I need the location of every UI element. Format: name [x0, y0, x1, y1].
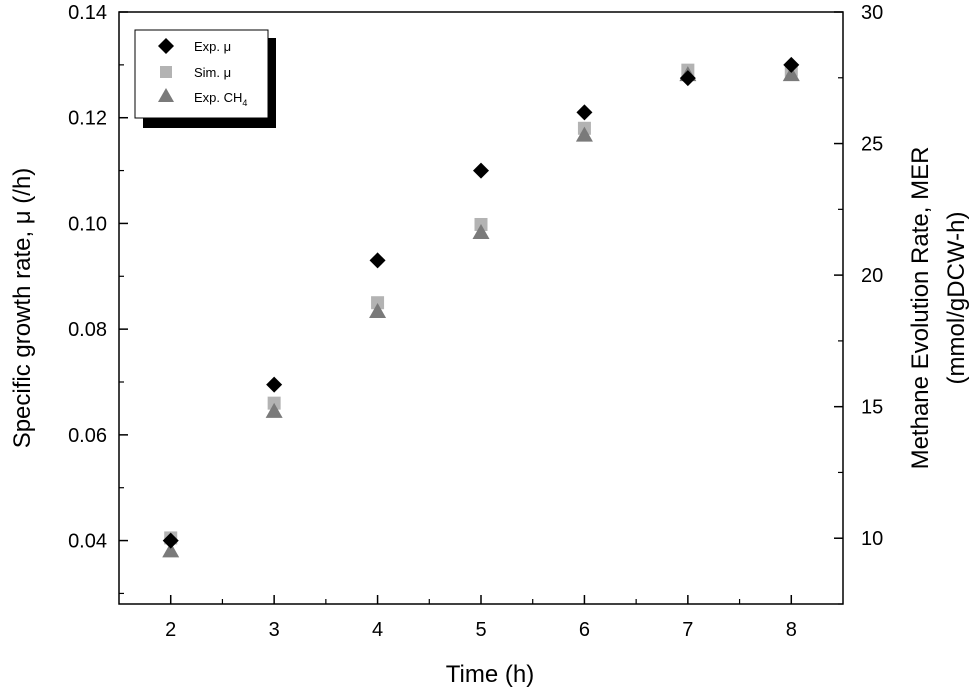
legend-label-sim-mu: Sim. μ [194, 65, 231, 80]
marker-triangle-6 [782, 66, 800, 82]
y-left-tick-label: 0.14 [68, 2, 107, 24]
marker-square-2 [371, 296, 385, 310]
y-axis-right: 10 15 20 25 30 [834, 2, 883, 605]
y-left-tick-label: 0.08 [68, 319, 107, 341]
marker-triangle-4 [575, 126, 593, 142]
marker-diamond-6 [783, 56, 800, 73]
y-left-tick-label: 0.12 [68, 108, 107, 130]
y-left-tick-label: 0.10 [68, 213, 107, 235]
x-tick-label: 4 [372, 619, 383, 641]
x-axis-title: Time (h) [446, 661, 534, 688]
legend-label-subscript: 4 [242, 98, 247, 108]
legend-label-exp-mu: Exp. μ [194, 39, 231, 54]
y-right-tick-label: 25 [861, 134, 883, 156]
y-right-tick-label: 15 [861, 397, 883, 419]
marker-diamond-5 [679, 70, 696, 87]
marker-diamond-4 [576, 104, 593, 121]
marker-diamond-2 [369, 252, 386, 269]
legend-label-exp-ch4: Exp. CH4 [194, 90, 247, 108]
y-left-tick-label: 0.06 [68, 425, 107, 447]
data-markers [162, 56, 800, 558]
x-tick-label: 2 [165, 619, 176, 641]
y-axis-left-title: Specific growth rate, μ (/h) [9, 168, 36, 449]
legend: Exp. μ Sim. μ Exp. CH4 [134, 29, 276, 128]
x-tick-label: 6 [579, 619, 590, 641]
legend-marker-exp-ch4 [158, 88, 174, 102]
y-left-tick-label: 0.04 [68, 531, 107, 553]
legend-box [134, 29, 269, 119]
y-right-tick-label: 10 [861, 528, 883, 550]
marker-triangle-3 [472, 224, 490, 240]
y-axis-right-title-line1: Methane Evolution Rate, MER [907, 147, 934, 470]
legend-marker-exp-mu [158, 38, 174, 54]
x-tick-label: 7 [682, 619, 693, 641]
y-right-tick-label: 20 [861, 265, 883, 287]
marker-triangle-0 [162, 542, 180, 558]
x-tick-label: 3 [269, 619, 280, 641]
marker-diamond-0 [162, 532, 179, 549]
y-right-tick-label: 30 [861, 2, 883, 24]
y-axis-left: 0.04 0.06 0.08 0.10 0.12 0.14 [68, 2, 128, 595]
x-tick-label: 8 [786, 619, 797, 641]
marker-diamond-1 [266, 376, 283, 393]
marker-triangle-2 [369, 302, 387, 318]
marker-diamond-3 [473, 162, 489, 179]
x-axis: 2 3 4 5 6 7 8 [165, 595, 797, 641]
x-tick-label: 5 [475, 619, 486, 641]
marker-triangle-1 [265, 402, 283, 418]
y-axis-right-title-line2: (mmol/gDCW-h) [943, 212, 970, 385]
legend-marker-sim-mu [160, 66, 172, 78]
